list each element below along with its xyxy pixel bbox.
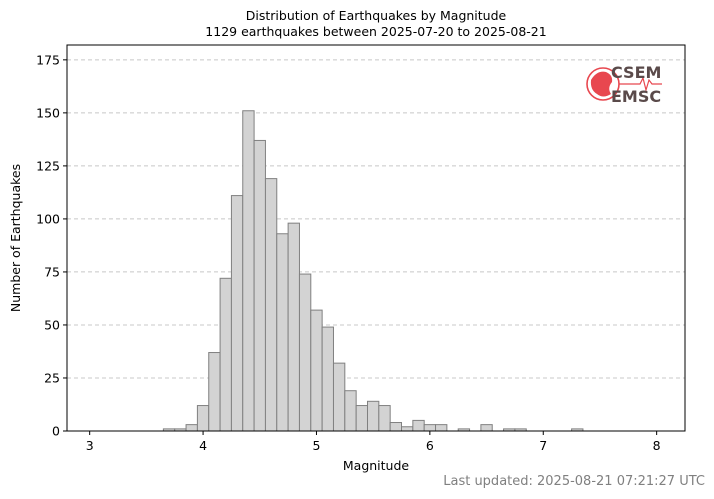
bars [162,110,584,432]
x-axis-ticks: 3 4 5 6 7 8 [86,431,661,453]
y-tick-label: 150 [36,105,60,120]
y-axis-label: Number of Earthquakes [8,164,23,312]
x-axis-label: Magnitude [343,458,410,473]
plot-frame [66,44,686,432]
histogram-bar [310,309,323,432]
histogram-bar [412,419,425,432]
y-tick-label: 0 [52,424,60,439]
histogram-bar [480,424,493,432]
emsc-logo: CSEM EMSC [586,63,662,106]
histogram-bar [423,424,437,432]
x-tick-label: 8 [653,438,661,453]
last-updated: Last updated: 2025-08-21 07:21:27 UTC [443,474,705,489]
histogram-bar [321,326,334,432]
x-tick-label: 7 [539,438,547,453]
y-tick-label: 50 [44,317,60,332]
y-tick-label: 175 [36,52,60,67]
histogram-bar [366,400,380,432]
histogram-bar [253,139,266,432]
y-tick-label: 75 [44,264,60,279]
x-tick-label: 6 [426,438,434,453]
seismograph-line [619,76,662,93]
histogram-bar [219,277,232,432]
histogram-bar [298,273,312,432]
y-tick-label: 100 [36,211,60,226]
x-tick-label: 3 [86,438,94,453]
histogram-bar [242,110,255,432]
histogram-bar [355,405,368,432]
grid-lines [67,59,685,379]
chart-title: Distribution of Earthquakes by Magnitude [246,8,507,23]
histogram-bar [401,426,414,432]
histogram-bar [389,422,403,432]
y-tick-label: 125 [36,158,60,173]
histogram-bar [196,405,210,432]
histogram-bar [264,178,278,432]
histogram-bar [230,195,244,432]
histogram-bar [332,362,346,432]
x-tick-label: 4 [199,438,207,453]
histogram-bar [276,233,289,432]
histogram-bar [435,424,448,432]
logo-csem: CSEM [611,63,661,82]
logo-emsc: EMSC [611,87,661,106]
histogram-bar [208,352,221,432]
histogram-bar [378,405,391,432]
histogram-bar [185,424,198,432]
y-axis-ticks: 0 25 50 75 100 125 150 175 [36,52,67,439]
chart-subtitle: 1129 earthquakes between 2025-07-20 to 2… [205,24,546,39]
histogram-bar [287,222,300,432]
x-tick-label: 5 [312,438,320,453]
histogram-bar [344,390,357,432]
globe-continents [590,71,613,97]
y-tick-label: 25 [44,370,60,385]
